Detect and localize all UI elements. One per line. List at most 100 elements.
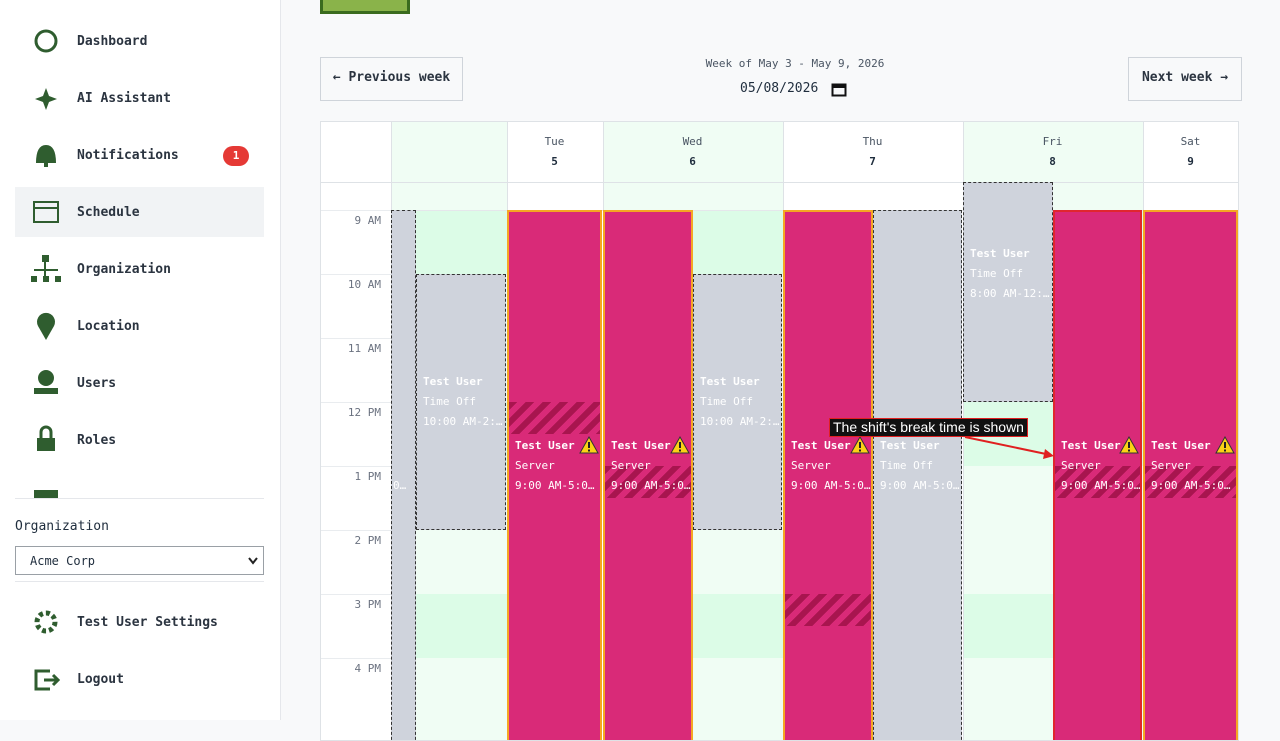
header-button[interactable] bbox=[320, 0, 410, 14]
page: Organization Acme Corp Test User Setting… bbox=[0, 0, 1242, 741]
calendar: 9 AM 10 AM 11 AM 12 PM 1 PM 2 PM 3 PM 4 PM Tue 5 W… bbox=[320, 121, 1239, 741]
warning-icon bbox=[1215, 436, 1235, 454]
nav-item[interactable]: Location bbox=[77, 319, 140, 334]
event-title: Test User bbox=[1061, 439, 1121, 452]
shift-event[interactable]: Test User Server 9:00 AM-5:0… bbox=[783, 210, 873, 740]
day-name: Thu bbox=[862, 135, 883, 148]
sidebar: Organization Acme Corp Test User Setting… bbox=[0, 0, 281, 720]
day-name: Fri bbox=[1042, 135, 1063, 148]
week-label: Week of May 3 - May 9, 2026 bbox=[705, 57, 885, 70]
hour-line bbox=[321, 402, 391, 403]
sidebar-icons bbox=[31, 29, 61, 691]
event-time: 10:00 AM-2:… bbox=[700, 415, 780, 428]
event-subtitle: Time Off bbox=[423, 395, 476, 408]
nav-item[interactable]: Schedule bbox=[77, 205, 140, 220]
time-off-event[interactable]: Test User Time Off 10:00 AM-2:… bbox=[416, 274, 506, 530]
hour-line bbox=[321, 466, 391, 467]
hour-line bbox=[321, 274, 391, 275]
hour-line bbox=[321, 530, 391, 531]
hour-label: 12 PM bbox=[347, 406, 381, 419]
break-marker bbox=[605, 466, 691, 498]
day-name: Sat bbox=[1180, 135, 1201, 148]
event-title: Test User bbox=[423, 375, 483, 388]
nav-item[interactable]: Notifications bbox=[77, 148, 179, 163]
hour-label: 1 PM bbox=[354, 470, 382, 483]
event-subtitle: Server bbox=[791, 459, 831, 472]
warning-icon bbox=[1119, 436, 1139, 454]
nav-item[interactable]: AI Assistant bbox=[77, 91, 171, 106]
hour-label: 2 PM bbox=[354, 534, 382, 547]
day-date: 9 bbox=[1187, 155, 1194, 168]
chevron bbox=[248, 557, 258, 565]
event-time: 9:00 AM-5:0… bbox=[611, 479, 691, 492]
event-subtitle: Server bbox=[1151, 459, 1191, 472]
header-border bbox=[321, 182, 1238, 183]
hour-line bbox=[321, 594, 391, 595]
day-name: Wed bbox=[682, 135, 703, 148]
logout-link[interactable]: Logout bbox=[77, 672, 124, 687]
break-marker bbox=[785, 594, 871, 626]
day-date: 5 bbox=[551, 155, 558, 168]
next-week-button[interactable]: Next week → bbox=[1128, 57, 1242, 101]
row-line bbox=[321, 210, 1238, 211]
event-subtitle: Time Off bbox=[700, 395, 753, 408]
hour-label: 11 AM bbox=[347, 342, 381, 355]
time-off-event[interactable]: Test User Time Off 9:00 AM-5:0… bbox=[873, 210, 962, 740]
break-marker bbox=[1055, 466, 1140, 498]
event-time: 9:00 AM-5:0… bbox=[515, 479, 595, 492]
calendar-icon[interactable] bbox=[831, 81, 847, 97]
org-label: Organization bbox=[15, 519, 109, 534]
event-subtitle: Time Off bbox=[970, 267, 1023, 280]
event-subtitle: Server bbox=[515, 459, 555, 472]
badge: 1 bbox=[223, 146, 249, 166]
time-off-event[interactable]: Test User Time Off 8:00 AM-12:… bbox=[963, 182, 1053, 402]
event-time: 9:00 AM-5:0… bbox=[880, 479, 960, 492]
event-title: Test User bbox=[700, 375, 760, 388]
shift-event[interactable]: Test User Server 9:00 AM-5:0… bbox=[603, 210, 693, 740]
divider bbox=[15, 498, 264, 499]
break-marker bbox=[509, 402, 600, 434]
warning-icon bbox=[579, 436, 599, 454]
event-subtitle: Time Off bbox=[880, 459, 933, 472]
event-time: 9:00 AM-5:0… bbox=[791, 479, 871, 492]
day-date: 6 bbox=[689, 155, 696, 168]
shift-event[interactable]: Test User Server 9:00 AM-5:0… bbox=[1053, 210, 1142, 740]
day-name: Tue bbox=[544, 135, 565, 148]
time-off-event[interactable]: 0… bbox=[391, 210, 416, 740]
divider bbox=[15, 581, 264, 582]
break-marker bbox=[1145, 466, 1236, 498]
warning-icon bbox=[670, 436, 690, 454]
hour-line bbox=[321, 210, 391, 211]
hour-line bbox=[321, 338, 391, 339]
event-time: 0… bbox=[393, 479, 407, 492]
time-off-event[interactable]: Test User Time Off 10:00 AM-2:… bbox=[693, 274, 782, 530]
event-time: 9:00 AM-5:0… bbox=[1061, 479, 1141, 492]
event-subtitle: Server bbox=[1061, 459, 1101, 472]
event-title: Test User bbox=[970, 247, 1030, 260]
hour-label: 10 AM bbox=[347, 278, 381, 291]
nav-item[interactable]: Users bbox=[77, 376, 117, 391]
shift-event[interactable]: Test User Server 9:00 AM-5:0… bbox=[1143, 210, 1238, 740]
nav-item[interactable]: Dashboard bbox=[77, 34, 148, 49]
event-title: Test User bbox=[880, 439, 940, 452]
org-select[interactable]: Acme Corp bbox=[15, 546, 264, 575]
date-input[interactable]: 05/08/2026 bbox=[740, 81, 819, 96]
nav-item[interactable]: Roles bbox=[77, 433, 117, 448]
nav-item[interactable]: Organization bbox=[77, 262, 171, 277]
event-subtitle: Server bbox=[611, 459, 651, 472]
settings-link[interactable]: Test User Settings bbox=[77, 615, 218, 630]
event-title: Test User bbox=[791, 439, 851, 452]
event-title: Test User bbox=[611, 439, 671, 452]
warning-icon bbox=[850, 436, 870, 454]
hour-label: 9 AM bbox=[354, 214, 382, 227]
day-date: 8 bbox=[1049, 155, 1056, 168]
day-date: 7 bbox=[869, 155, 876, 168]
prev-week-button[interactable]: ← Previous week bbox=[320, 57, 463, 101]
hour-label: 4 PM bbox=[354, 662, 382, 675]
org-value: Acme Corp bbox=[30, 554, 96, 568]
hour-line bbox=[321, 658, 391, 659]
event-title: Test User bbox=[515, 439, 575, 452]
shift-event[interactable]: Test User Server 9:00 AM-5:0… bbox=[507, 210, 602, 740]
active-item-bg bbox=[15, 187, 264, 237]
event-time: 10:00 AM-2:… bbox=[423, 415, 503, 428]
